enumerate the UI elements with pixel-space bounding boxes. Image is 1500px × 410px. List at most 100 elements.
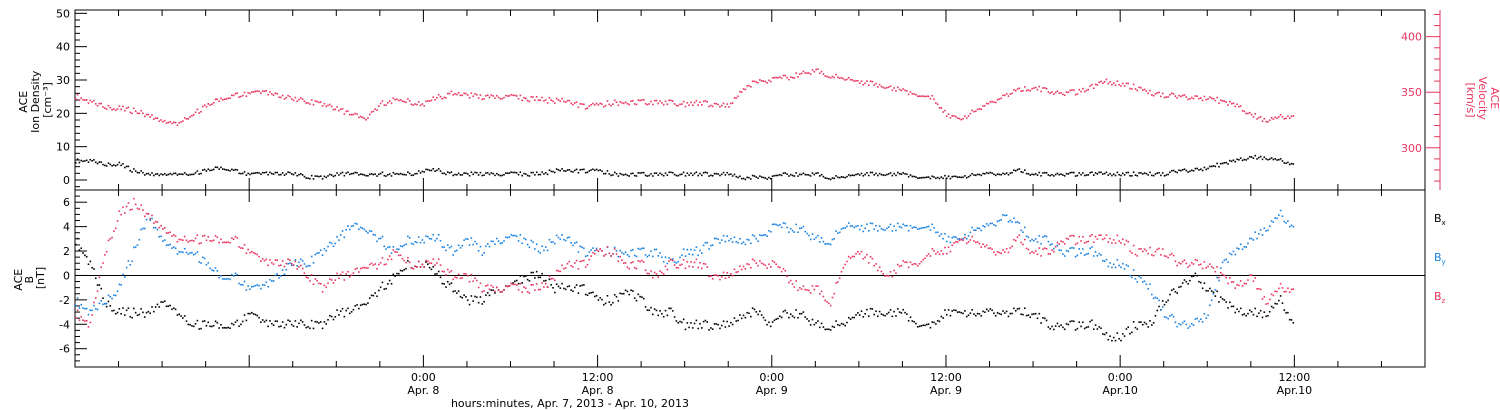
by-series-point [416,241,418,244]
bz-series-point [906,261,908,264]
by-series-point [613,246,616,249]
density-series-point [864,173,866,176]
bx-series-point [646,309,649,311]
velocity-series-point [1018,87,1021,90]
by-series-point [862,230,865,233]
density-series-point [133,168,135,170]
bz-series-point [604,253,607,256]
density-series-point [833,177,836,180]
by-series-point [918,227,921,230]
bx-series-point [1287,311,1289,314]
bz-series-point [833,292,836,295]
bz-series-point [935,253,937,255]
velocity-series-point [359,115,362,118]
by-series-point [1105,258,1108,261]
density-series-point [1281,160,1284,162]
bz-series-point [1165,255,1168,258]
bx-series-point [864,312,866,315]
bz-series-point [724,277,727,280]
velocity-series-point [944,109,946,112]
bz-series-point [367,267,369,269]
by-series-point [1227,261,1229,263]
by-series-point [1043,235,1046,237]
velocity-series-point [1156,91,1159,94]
density-series-point [147,172,150,175]
bx-series-point [867,315,870,318]
density-series-point [452,174,455,177]
velocity-series-point [1172,92,1175,95]
by-series-point [744,243,747,246]
bx-series-point [1225,301,1228,303]
by-series-point [557,236,560,239]
density-series-point [1263,156,1266,158]
bz-series-point [769,266,772,268]
velocity-series-point [608,103,611,106]
density-series-point [407,171,409,173]
bx-series-point [203,320,206,322]
density-series-point [472,173,474,176]
bx-series-point [1047,326,1050,328]
bz-series-point [521,291,523,293]
density-series-point [1094,172,1097,174]
by-series-point [570,242,572,244]
bz-series-point [113,230,115,232]
density-series-point [105,165,108,167]
density-series-point [1272,158,1275,161]
by-series-point [1223,259,1226,262]
by-series-point [760,234,763,237]
velocity-series-point [791,76,794,79]
velocity-series-point [1056,90,1059,93]
by-series-point [626,254,629,256]
bx-series-point [91,266,93,269]
density-series-point [1031,173,1033,176]
density-series-point [214,166,217,168]
by-series-point [336,236,338,238]
by-series-point [321,254,324,256]
velocity-series-point [463,92,465,95]
bz-series-point [880,270,883,273]
bz-series-point [1172,254,1175,257]
bz-series-point [887,275,890,277]
bx-series-point [394,275,396,277]
bz-series-point [191,239,193,242]
bz-series-point [666,268,669,271]
velocity-series-point [750,86,752,88]
bz-series-point [1163,255,1166,257]
bz-series-point [1105,234,1108,236]
bx-series-point [1267,314,1269,317]
velocity-series-point [722,102,725,105]
bz-series-point [111,236,113,239]
by-series-point [334,242,337,245]
bz-series-point [423,266,425,268]
bx-series-point [1163,303,1166,306]
velocity-series-point [1274,116,1276,119]
bz-series-point [417,260,420,263]
by-series-point [824,243,826,245]
density-series-point [884,174,886,177]
bx-series-point [1069,320,1071,323]
by-series-point [815,236,817,239]
bx-series-point [1065,323,1068,325]
by-series-point [1172,315,1175,318]
bx-series-point [1169,293,1171,296]
by-series-point [528,246,531,249]
bx-series-point [828,328,830,331]
density-series-point [1020,170,1022,173]
bx-series-point [343,315,346,318]
bz-series-point [991,248,993,251]
by-series-point [1109,262,1111,264]
bx-series-point [334,315,337,318]
by-series-point [1203,312,1206,315]
by-series-point [417,236,420,238]
density-series-point [394,173,396,175]
bz-series-point [105,250,108,253]
velocity-series-point [612,103,614,105]
bz-series-point [399,254,402,257]
density-series-point [840,176,843,178]
velocity-series-point [1022,90,1024,92]
by-series-point [1192,324,1195,326]
bx-series-point [777,317,779,320]
bz-series-point [330,279,333,281]
bz-series-point [278,264,280,267]
bz-series-point [508,285,511,287]
